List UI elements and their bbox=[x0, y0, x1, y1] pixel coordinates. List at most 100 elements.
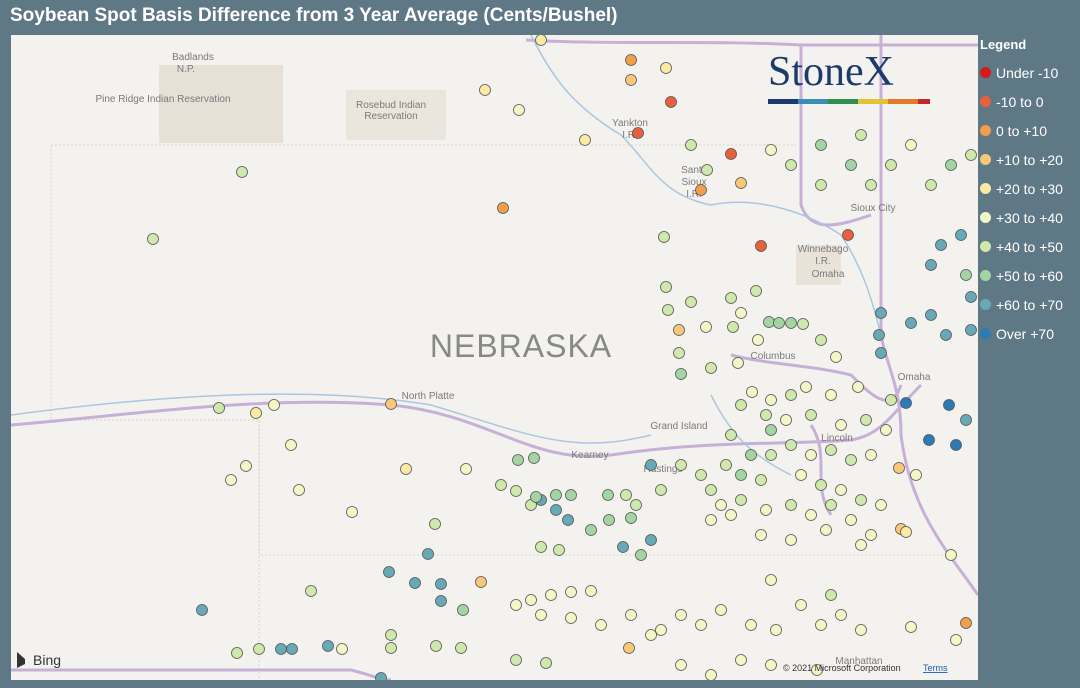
site-dot bbox=[765, 394, 777, 406]
legend-label: +20 to +30 bbox=[996, 180, 1063, 197]
site-dot bbox=[765, 144, 777, 156]
place-label: Kearney bbox=[571, 450, 608, 461]
site-dot bbox=[673, 324, 685, 336]
site-dot bbox=[965, 149, 977, 161]
site-dot bbox=[855, 494, 867, 506]
place-label: Yankton bbox=[612, 118, 648, 129]
place-label: I.R. bbox=[622, 130, 638, 141]
site-dot bbox=[875, 499, 887, 511]
legend-item[interactable]: 0 to +10 bbox=[980, 116, 1080, 145]
legend-item[interactable]: -10 to 0 bbox=[980, 87, 1080, 116]
site-dot bbox=[935, 239, 947, 251]
legend-item[interactable]: +40 to +50 bbox=[980, 232, 1080, 261]
site-dot bbox=[752, 334, 764, 346]
site-dot bbox=[700, 321, 712, 333]
site-dot bbox=[346, 506, 358, 518]
site-dot bbox=[617, 541, 629, 553]
site-dot bbox=[510, 654, 522, 666]
legend-swatch bbox=[980, 328, 991, 339]
site-dot bbox=[513, 104, 525, 116]
site-dot bbox=[455, 642, 467, 654]
legend-item[interactable]: +30 to +40 bbox=[980, 203, 1080, 232]
legend-item[interactable]: +60 to +70 bbox=[980, 290, 1080, 319]
site-dot bbox=[785, 439, 797, 451]
site-dot bbox=[553, 544, 565, 556]
legend-swatch bbox=[980, 241, 991, 252]
site-dot bbox=[900, 397, 912, 409]
site-dot bbox=[785, 317, 797, 329]
legend-item[interactable]: Over +70 bbox=[980, 319, 1080, 348]
site-dot bbox=[795, 469, 807, 481]
site-dot bbox=[825, 444, 837, 456]
legend-label: -10 to 0 bbox=[996, 93, 1044, 110]
site-dot bbox=[565, 489, 577, 501]
site-dot bbox=[885, 394, 897, 406]
place-label: Pine Ridge Indian Reservation bbox=[95, 94, 230, 105]
legend-label: 0 to +10 bbox=[996, 122, 1047, 139]
site-dot bbox=[760, 504, 772, 516]
legend-swatch bbox=[980, 212, 991, 223]
legend-label: Under -10 bbox=[996, 64, 1059, 81]
site-dot bbox=[603, 514, 615, 526]
site-dot bbox=[530, 491, 542, 503]
legend-item[interactable]: Under -10 bbox=[980, 58, 1080, 87]
site-dot bbox=[905, 317, 917, 329]
terms-link[interactable]: Terms bbox=[923, 663, 948, 673]
site-dot bbox=[715, 604, 727, 616]
site-dot bbox=[845, 514, 857, 526]
site-dot bbox=[755, 240, 767, 252]
roads bbox=[11, 35, 978, 680]
legend-label: +10 to +20 bbox=[996, 151, 1063, 168]
place-label: N.P. bbox=[177, 64, 195, 75]
site-dot bbox=[685, 296, 697, 308]
site-dot bbox=[675, 609, 687, 621]
site-dot bbox=[196, 604, 208, 616]
site-dot bbox=[830, 351, 842, 363]
legend-item[interactable]: +10 to +20 bbox=[980, 145, 1080, 174]
site-dot bbox=[785, 534, 797, 546]
site-dot bbox=[735, 654, 747, 666]
site-dot bbox=[213, 402, 225, 414]
legend-swatch bbox=[980, 154, 991, 165]
site-dot bbox=[625, 74, 637, 86]
site-dot bbox=[510, 599, 522, 611]
site-dot bbox=[720, 459, 732, 471]
site-dot bbox=[602, 489, 614, 501]
site-dot bbox=[655, 484, 667, 496]
site-dot bbox=[512, 454, 524, 466]
site-dot bbox=[865, 179, 877, 191]
place-label: Columbus bbox=[750, 351, 795, 362]
site-dot bbox=[745, 619, 757, 631]
site-dot bbox=[705, 514, 717, 526]
site-dot bbox=[535, 541, 547, 553]
site-dot bbox=[842, 229, 854, 241]
site-dot bbox=[525, 594, 537, 606]
site-dot bbox=[565, 612, 577, 624]
site-dot bbox=[250, 407, 262, 419]
site-dot bbox=[725, 292, 737, 304]
site-dot bbox=[429, 518, 441, 530]
site-dot bbox=[735, 177, 747, 189]
site-dot bbox=[945, 549, 957, 561]
legend-item[interactable]: +20 to +30 bbox=[980, 174, 1080, 203]
site-dot bbox=[815, 619, 827, 631]
site-dot bbox=[750, 285, 762, 297]
site-dot bbox=[623, 642, 635, 654]
legend-label: +40 to +50 bbox=[996, 238, 1063, 255]
legend-item[interactable]: +50 to +60 bbox=[980, 261, 1080, 290]
site-dot bbox=[147, 233, 159, 245]
site-dot bbox=[268, 399, 280, 411]
site-dot bbox=[785, 499, 797, 511]
site-dot bbox=[960, 617, 972, 629]
site-dot bbox=[585, 524, 597, 536]
site-dot bbox=[800, 381, 812, 393]
site-dot bbox=[535, 609, 547, 621]
site-dot bbox=[855, 129, 867, 141]
site-dot bbox=[275, 643, 287, 655]
site-dot bbox=[565, 586, 577, 598]
site-dot bbox=[770, 624, 782, 636]
reservation-area bbox=[346, 90, 446, 140]
site-dot bbox=[950, 634, 962, 646]
site-dot bbox=[825, 589, 837, 601]
site-dot bbox=[620, 489, 632, 501]
